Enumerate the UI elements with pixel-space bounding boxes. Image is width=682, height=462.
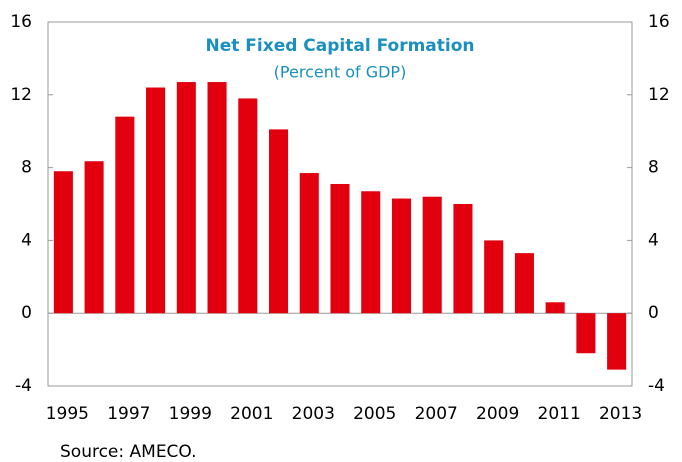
plot-frame (47, 21, 633, 387)
x-tick-label: 2005 (353, 404, 396, 424)
bar (176, 82, 196, 314)
bar (84, 161, 104, 314)
y-tick-label: 4 (21, 230, 32, 250)
y-tick-label: 8 (21, 158, 32, 178)
y2-tick-label: -4 (648, 376, 665, 396)
x-tick-label: 2013 (599, 404, 642, 424)
y-tick-label: 0 (21, 303, 32, 323)
bar (453, 204, 473, 314)
x-tick-label: 1997 (107, 404, 150, 424)
y2-tick-label: 0 (648, 303, 659, 323)
bar (330, 183, 350, 314)
y2-tick-label: 4 (648, 230, 659, 250)
bar (422, 196, 442, 314)
chart-subtitle: (Percent of GDP) (274, 63, 407, 82)
bar (146, 87, 166, 314)
bar (115, 116, 135, 314)
x-tick-label: 2001 (230, 404, 273, 424)
x-tick-label: 2003 (292, 404, 335, 424)
x-tick-label: 1995 (46, 404, 89, 424)
bar (391, 198, 412, 314)
bar (484, 240, 504, 314)
x-tick-label: 2011 (538, 404, 581, 424)
bar (545, 302, 565, 314)
y-tick-label: -4 (15, 376, 32, 396)
bar (299, 173, 319, 314)
bar (268, 129, 289, 314)
x-tick-label: 2009 (476, 404, 519, 424)
x-tick-label: 1999 (169, 404, 212, 424)
y2-tick-label: 16 (648, 12, 670, 32)
y-tick-label: 12 (10, 85, 32, 105)
bar (238, 98, 258, 314)
y2-tick-label: 12 (648, 85, 670, 105)
bar (576, 313, 596, 354)
bar (607, 313, 627, 370)
bar (53, 171, 73, 314)
bar (514, 253, 534, 314)
y2-tick-label: 8 (648, 158, 659, 178)
source-note: Source: AMECO. (60, 442, 197, 462)
bar (361, 191, 381, 314)
x-tick-label: 2007 (415, 404, 458, 424)
y-tick-label: 16 (10, 12, 32, 32)
bar (207, 82, 227, 314)
chart-title: Net Fixed Capital Formation (205, 36, 474, 56)
